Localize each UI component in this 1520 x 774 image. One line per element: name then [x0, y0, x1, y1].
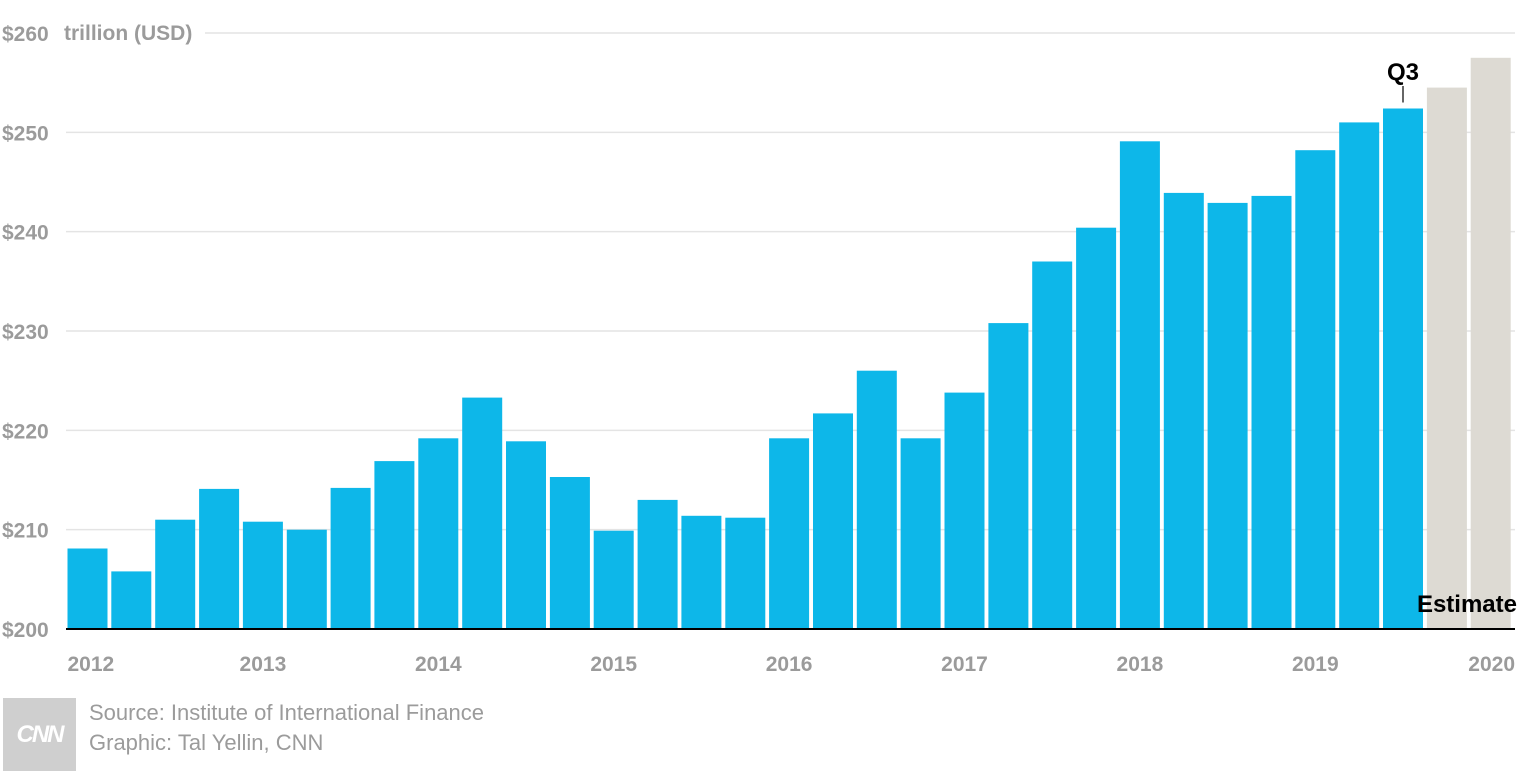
bar [1119, 141, 1160, 630]
bar [330, 487, 371, 629]
x-axis-year-labels: 2012 2013 2014 2015 2016 2017 2018 2019 2020 [68, 653, 1516, 676]
y-axis-unit-label: trillion (USD) [64, 22, 192, 45]
y-tick-label: $260 [2, 23, 49, 46]
x-year-label: 2020 [1468, 653, 1515, 676]
y-tick-label: $200 [2, 619, 49, 642]
bar [725, 517, 766, 629]
bar [506, 441, 546, 629]
x-year-label: 2017 [941, 653, 988, 676]
bar [1207, 202, 1248, 629]
bar [856, 370, 897, 629]
bar [1383, 108, 1423, 629]
bar [1295, 150, 1336, 629]
x-year-label: 2019 [1292, 653, 1339, 676]
bar [681, 515, 722, 629]
bar [944, 392, 985, 629]
bar [111, 571, 152, 629]
bar [988, 323, 1029, 629]
bar [462, 397, 503, 629]
x-year-label: 2013 [240, 653, 287, 676]
bar [1032, 261, 1073, 629]
bar [155, 519, 196, 629]
x-year-label: 2014 [415, 653, 462, 676]
bars [67, 57, 1511, 630]
x-year-label: 2012 [68, 653, 115, 676]
bar [418, 438, 459, 629]
footer: CNN Source: Institute of International F… [0, 698, 1520, 774]
y-tick-label: $250 [2, 122, 49, 145]
bar [374, 461, 415, 629]
bar [1339, 122, 1380, 630]
bar [1076, 227, 1117, 629]
source-line: Source: Institute of International Finan… [89, 700, 485, 725]
y-tick-label: $220 [2, 420, 49, 443]
bar [242, 521, 283, 629]
q3-annotation: Q3 [1387, 59, 1419, 86]
y-tick-label: $230 [2, 321, 49, 344]
x-year-label: 2018 [1117, 653, 1164, 676]
estimate-bar [1470, 57, 1511, 630]
bar [549, 477, 590, 629]
x-year-label: 2015 [590, 653, 637, 676]
cnn-logo: CNN [3, 698, 76, 771]
estimate-bar [1426, 87, 1467, 630]
bar [593, 530, 634, 629]
bar [67, 548, 108, 629]
credits: Source: Institute of International Finan… [89, 698, 484, 758]
graphic-line: Graphic: Tal Yellin, CNN [89, 730, 324, 755]
cnn-logo-text: CNN [16, 720, 65, 748]
bar [769, 438, 810, 629]
bar [1163, 192, 1204, 629]
bar [900, 438, 941, 629]
y-axis-tick-labels: $200 $210 $220 $230 $240 $250 $260 [2, 23, 49, 642]
y-tick-label: $210 [2, 520, 49, 543]
bar [1251, 195, 1292, 629]
bar [637, 499, 678, 629]
bar [199, 488, 240, 629]
x-year-label: 2016 [766, 653, 813, 676]
y-tick-label: $240 [2, 222, 49, 245]
bar [286, 529, 327, 629]
estimate-annotation: Estimate [1417, 591, 1517, 618]
bar [813, 413, 853, 629]
